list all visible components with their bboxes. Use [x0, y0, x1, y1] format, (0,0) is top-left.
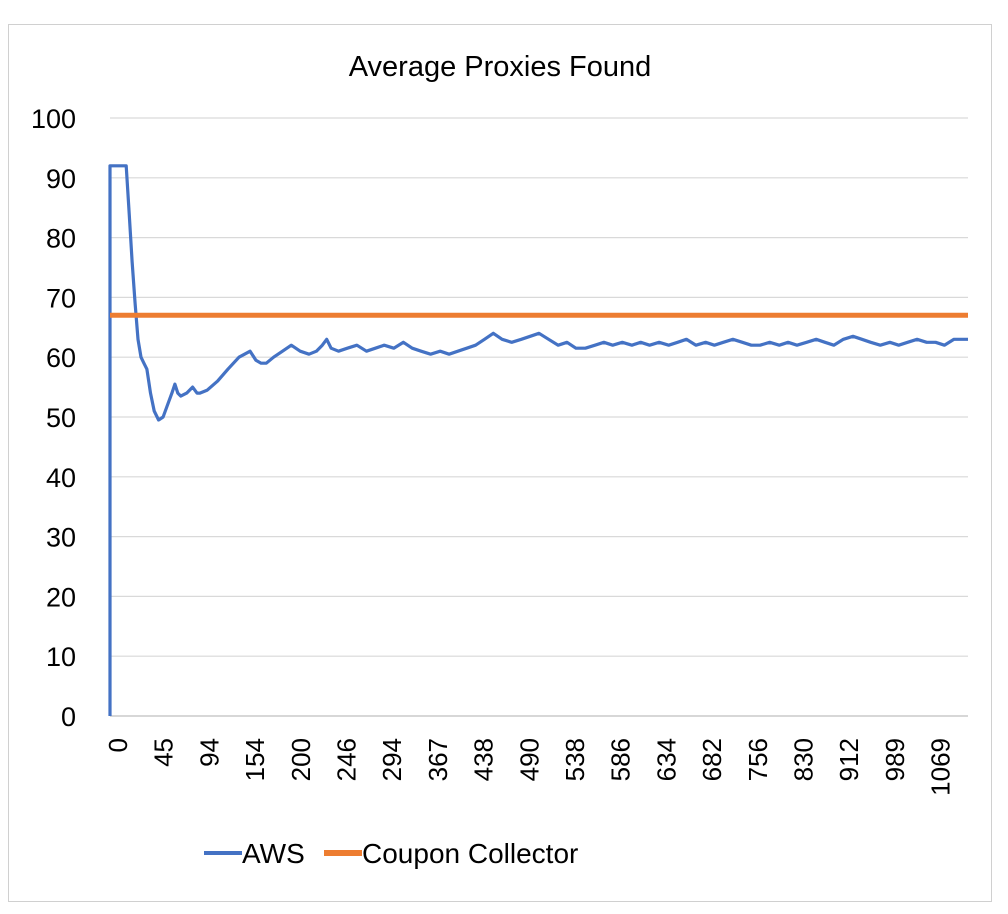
- grid-layer: [110, 117, 968, 717]
- y-tick-label: 70: [46, 283, 76, 313]
- x-tick-label: 830: [789, 738, 819, 781]
- x-tick-label: 1069: [926, 738, 956, 796]
- x-tick-label: 0: [103, 738, 133, 752]
- y-tick-label: 40: [46, 463, 76, 493]
- x-tick-label: 246: [332, 738, 362, 781]
- series-line-aws: [108, 164, 968, 716]
- x-tick-label: 154: [240, 738, 270, 781]
- y-tick-label: 90: [46, 164, 76, 194]
- legend-label-coupon-collector: Coupon Collector: [362, 838, 578, 869]
- y-tick-label: 30: [46, 523, 76, 553]
- x-tick-label: 912: [834, 738, 864, 781]
- x-tick-label: 200: [286, 738, 316, 781]
- y-tick-label: 60: [46, 343, 76, 373]
- x-tick-label: 294: [377, 738, 407, 781]
- x-tick-label: 490: [514, 738, 544, 781]
- x-tick-label: 756: [743, 738, 773, 781]
- x-tick-labels: 0 45 94 154 200 246 294 367 438 490 538 586 634 682 75…: [103, 738, 956, 796]
- y-tick-label: 100: [31, 104, 76, 134]
- x-tick-label: 45: [149, 738, 179, 767]
- y-tick-label: 50: [46, 403, 76, 433]
- x-tick-label: 634: [651, 738, 681, 781]
- chart-frame: [8, 24, 992, 902]
- x-tick-label: 586: [606, 738, 636, 781]
- series-layer: [108, 164, 968, 716]
- y-tick-labels: 0 10 20 30 40 50 60 70 80 90 100: [31, 104, 76, 732]
- x-tick-label: 989: [880, 738, 910, 781]
- y-tick-label: 10: [46, 642, 76, 672]
- chart-title: Average Proxies Found: [349, 51, 652, 83]
- x-tick-label: 538: [560, 738, 590, 781]
- x-tick-label: 94: [194, 738, 224, 767]
- x-tick-label: 367: [423, 738, 453, 781]
- y-tick-label: 0: [61, 702, 76, 732]
- legend: AWS Coupon Collector: [204, 838, 578, 869]
- x-tick-label: 438: [469, 738, 499, 781]
- x-tick-label: 682: [697, 738, 727, 781]
- y-tick-label: 80: [46, 224, 76, 254]
- legend-label-aws: AWS: [242, 838, 305, 869]
- y-tick-label: 20: [46, 582, 76, 612]
